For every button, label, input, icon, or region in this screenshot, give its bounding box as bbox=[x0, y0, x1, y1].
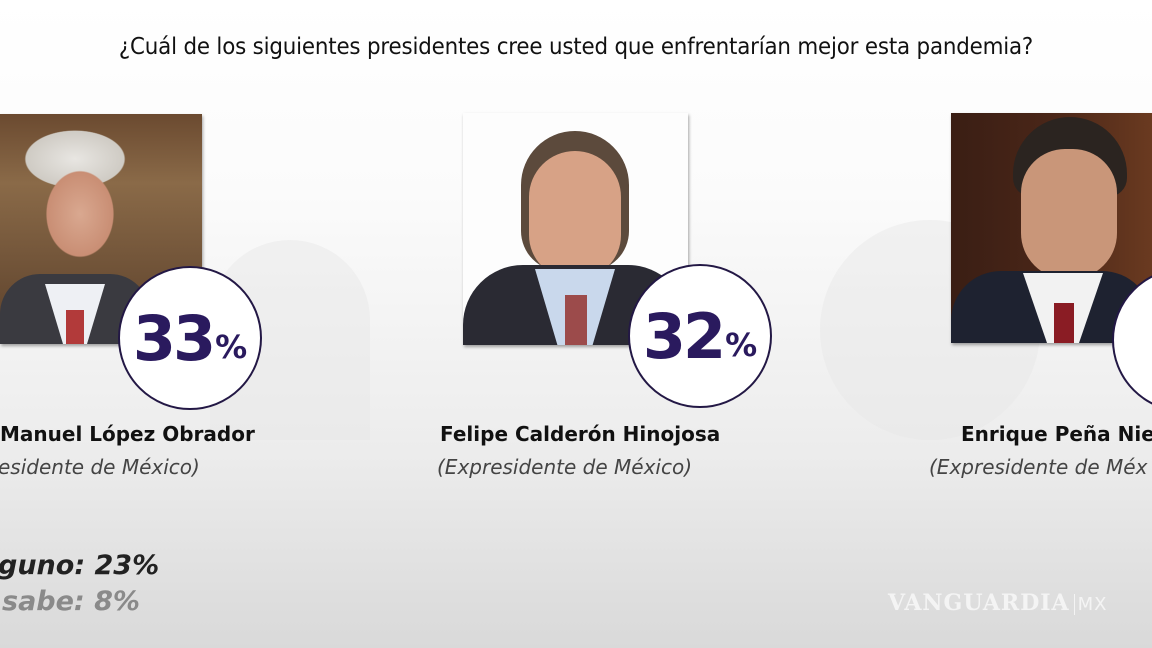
candidate-role: esidente de México) bbox=[0, 455, 200, 479]
percentage-badge: 32% bbox=[628, 264, 772, 408]
candidate-name: Felipe Calderón Hinojosa bbox=[440, 422, 721, 446]
candidate-name: Enrique Peña Niet bbox=[961, 422, 1152, 446]
candidate-name: Manuel López Obrador bbox=[0, 422, 255, 446]
question-title: ¿Cuál de los siguientes presidentes cree… bbox=[118, 34, 1034, 60]
answer-none: guno: 23% bbox=[0, 550, 160, 581]
percentage-value: 33 bbox=[132, 301, 216, 375]
percentage-value: 32 bbox=[642, 299, 726, 373]
logo-suffix: MX bbox=[1073, 594, 1108, 615]
percentage-badge: 33% bbox=[118, 266, 262, 410]
logo-brand: VANGUARDIA bbox=[888, 590, 1070, 616]
percent-sign: % bbox=[215, 328, 248, 366]
percent-sign: % bbox=[725, 326, 758, 364]
candidate-photo bbox=[951, 113, 1152, 343]
candidate-role: (Expresidente de Méx bbox=[929, 455, 1148, 479]
candidate-role: (Expresidente de México) bbox=[437, 455, 692, 479]
answer-dont-know: sabe: 8% bbox=[2, 586, 140, 617]
vanguardia-logo: VANGUARDIA MX bbox=[888, 590, 1108, 616]
